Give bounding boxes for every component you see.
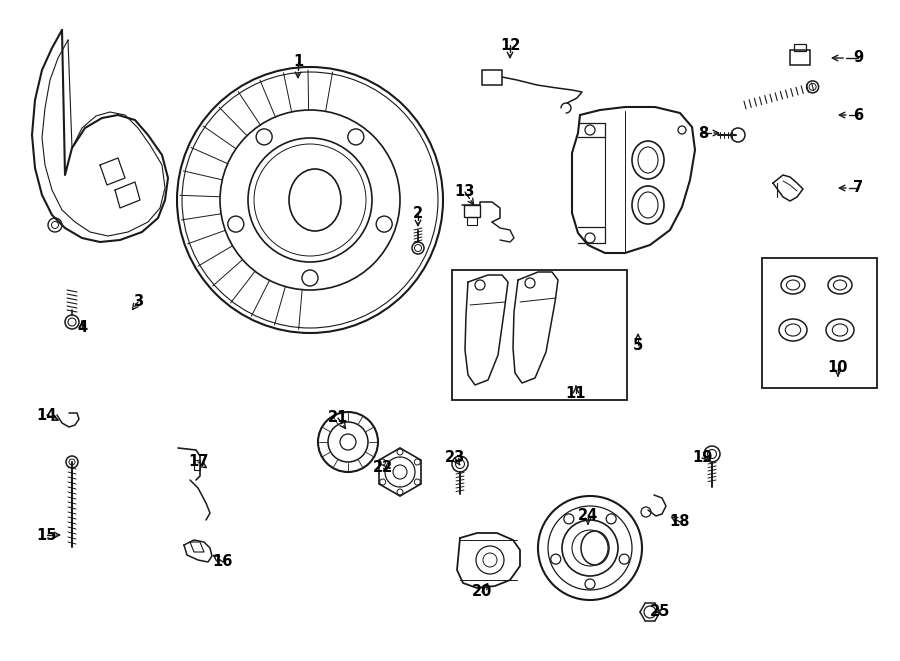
Bar: [464, 205, 480, 217]
Bar: [794, 44, 806, 51]
Text: 7: 7: [853, 180, 863, 196]
Text: 19: 19: [692, 451, 712, 465]
Text: 15: 15: [37, 527, 58, 543]
Bar: [482, 70, 502, 85]
Text: 17: 17: [188, 455, 208, 469]
Text: 9: 9: [853, 50, 863, 65]
Bar: [790, 50, 810, 65]
Text: 18: 18: [670, 514, 690, 529]
Text: 22: 22: [373, 461, 393, 475]
Text: 10: 10: [828, 360, 848, 375]
Text: 12: 12: [500, 38, 520, 52]
Text: 11: 11: [566, 385, 586, 401]
Bar: [467, 217, 477, 225]
Text: 5: 5: [633, 338, 643, 352]
Text: 25: 25: [650, 605, 670, 619]
Text: 13: 13: [454, 184, 475, 200]
Text: 8: 8: [698, 126, 708, 141]
Text: 2: 2: [413, 206, 423, 221]
Text: 16: 16: [212, 555, 233, 570]
Text: 14: 14: [37, 407, 58, 422]
Text: 4: 4: [76, 321, 87, 336]
Text: 23: 23: [445, 451, 465, 465]
Text: 6: 6: [853, 108, 863, 122]
Bar: [452, 270, 627, 400]
Text: 3: 3: [133, 295, 143, 309]
Text: 20: 20: [472, 584, 492, 600]
Text: 1: 1: [292, 54, 303, 69]
Text: 21: 21: [328, 410, 348, 426]
Bar: [762, 258, 877, 388]
Text: 24: 24: [578, 508, 599, 522]
